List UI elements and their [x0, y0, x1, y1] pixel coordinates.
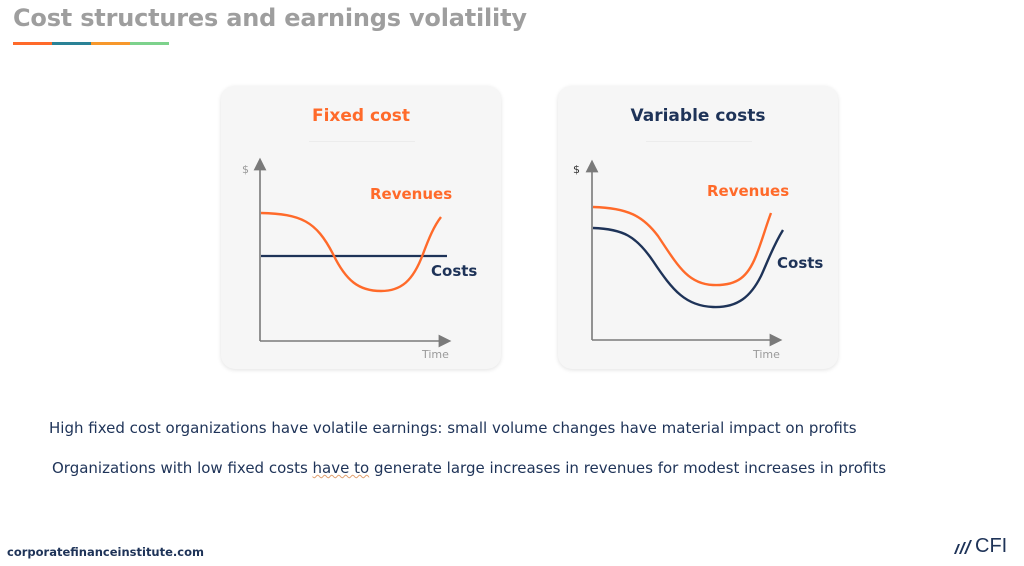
fixed-cost-chart: [253, 157, 452, 348]
panel-divider: [646, 141, 752, 142]
title-underline: [13, 42, 169, 45]
cost-label: Costs: [431, 262, 478, 280]
cost-curve: [592, 226, 785, 309]
cfi-logo: CFI: [950, 535, 1007, 558]
revenue-curve: [260, 211, 442, 293]
underline-seg-2: [52, 42, 91, 45]
cfi-logo-icon: [954, 539, 972, 554]
panel-title: Fixed cost: [311, 106, 411, 126]
panel-title: Variable costs: [630, 106, 766, 126]
statement-low-fixed-cost: Organizations with low fixed costs have …: [52, 459, 886, 477]
spellcheck-underlined-text: have to: [312, 459, 370, 477]
panel-divider: [309, 141, 415, 142]
footer-url: corporatefinanceinstitute.com: [7, 545, 204, 559]
logo-text: CFI: [975, 535, 1008, 557]
statement-part: Organizations with low fixed costs: [52, 459, 313, 477]
revenue-curve: [592, 205, 773, 287]
x-axis-label: Time: [422, 348, 449, 361]
y-axis-label: $: [573, 163, 580, 176]
underline-seg-1: [13, 42, 52, 45]
y-axis-label: $: [242, 163, 249, 176]
variable-costs-panel: Variable costs $ Time Revenues Costs: [558, 86, 838, 369]
underline-seg-3: [91, 42, 130, 45]
statement-fixed-cost: High fixed cost organizations have volat…: [49, 419, 857, 437]
page-title: Cost structures and earnings volatility: [13, 4, 527, 32]
revenue-label: Revenues: [707, 182, 790, 200]
revenue-label: Revenues: [370, 185, 453, 203]
underline-seg-4: [130, 42, 169, 45]
variable-costs-chart: [585, 159, 785, 347]
statement-part: generate large increases in revenues for…: [369, 459, 887, 477]
cost-label: Costs: [777, 254, 824, 272]
x-axis-label: Time: [753, 348, 780, 361]
fixed-cost-panel: Fixed cost $ Time Revenues Costs: [221, 86, 501, 369]
